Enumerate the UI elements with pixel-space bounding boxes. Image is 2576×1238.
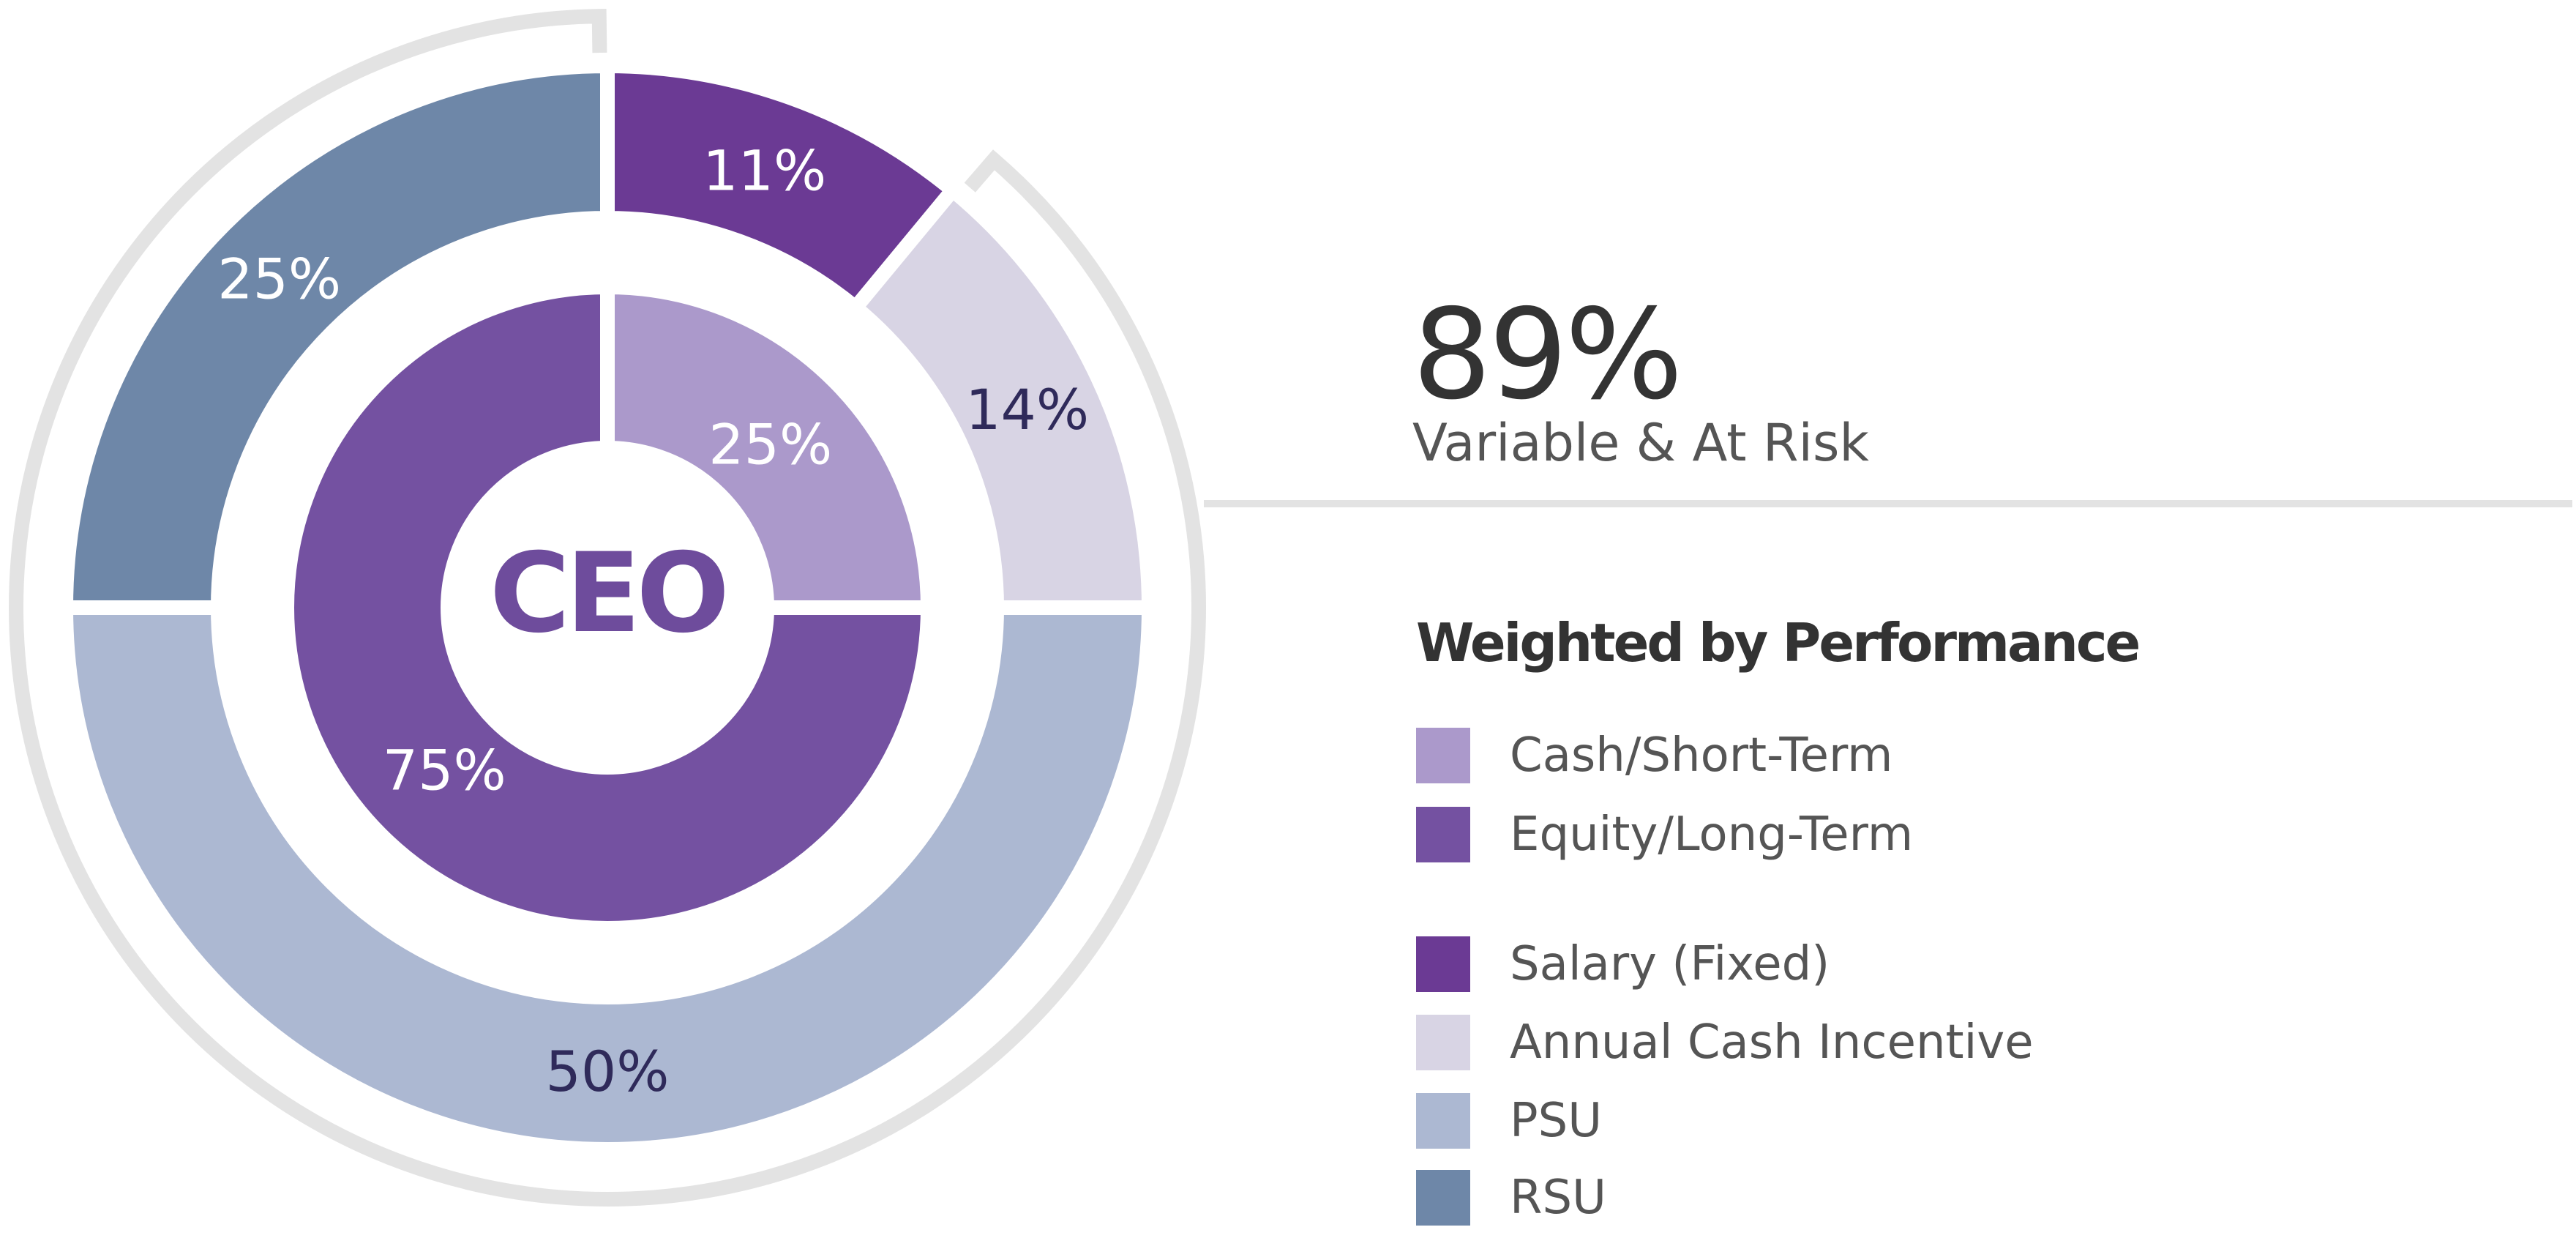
legend-item-cash-short-term: Cash/Short-Term bbox=[1416, 726, 1892, 785]
legend-item-salary-fixed: Salary (Fixed) bbox=[1416, 935, 1830, 993]
inner-label-equity-long-term: 75% bbox=[383, 738, 506, 803]
variable-at-risk-value: 89% bbox=[1412, 283, 1683, 428]
legend-swatch bbox=[1416, 936, 1470, 992]
legend-item-annual-cash-incentive: Annual Cash Incentive bbox=[1416, 1013, 2034, 1072]
inner-slice-cash-short-term bbox=[600, 279, 936, 615]
legend-label: Salary (Fixed) bbox=[1510, 937, 1830, 991]
outer-label-annual-cash-incentive: 14% bbox=[965, 377, 1089, 442]
outer-label-psu: 50% bbox=[546, 1039, 670, 1104]
variable-at-risk-label: Variable & At Risk bbox=[1412, 413, 1869, 473]
legend-label: PSU bbox=[1510, 1094, 1603, 1148]
variable-at-risk-bracket bbox=[9, 8, 1206, 1207]
legend-swatch bbox=[1416, 807, 1470, 862]
legend-label: Equity/Long-Term bbox=[1510, 808, 1914, 862]
inner-label-cash-short-term: 25% bbox=[708, 411, 832, 477]
outer-label-rsu: 25% bbox=[217, 247, 341, 312]
legend-swatch bbox=[1416, 1015, 1470, 1070]
legend-item-equity-long-term: Equity/Long-Term bbox=[1416, 805, 1913, 864]
outer-slice-psu bbox=[58, 600, 1157, 1157]
inner-slice-equity-long-term bbox=[280, 279, 936, 936]
legend-label: Annual Cash Incentive bbox=[1510, 1015, 2034, 1070]
rings-group bbox=[58, 58, 1157, 1157]
donut-chart: 11% 14% 50% 25% 25% 75% CEO bbox=[9, 8, 1206, 1207]
legend-swatch bbox=[1416, 728, 1470, 783]
center-label: CEO bbox=[490, 530, 725, 657]
outer-label-salary-fixed: 11% bbox=[703, 138, 826, 203]
legend-item-psu: PSU bbox=[1416, 1092, 1602, 1150]
legend-item-rsu: RSU bbox=[1416, 1168, 1606, 1227]
legend-title: Weighted by Performance bbox=[1416, 612, 2141, 674]
slice-labels-group: 11% 14% 50% 25% 25% 75% bbox=[217, 138, 1089, 1104]
outer-slice-rsu bbox=[58, 58, 615, 615]
legend-label: RSU bbox=[1510, 1171, 1606, 1225]
legend-label: Cash/Short-Term bbox=[1510, 728, 1893, 783]
legend-swatch bbox=[1416, 1170, 1470, 1226]
legend-swatch bbox=[1416, 1093, 1470, 1149]
